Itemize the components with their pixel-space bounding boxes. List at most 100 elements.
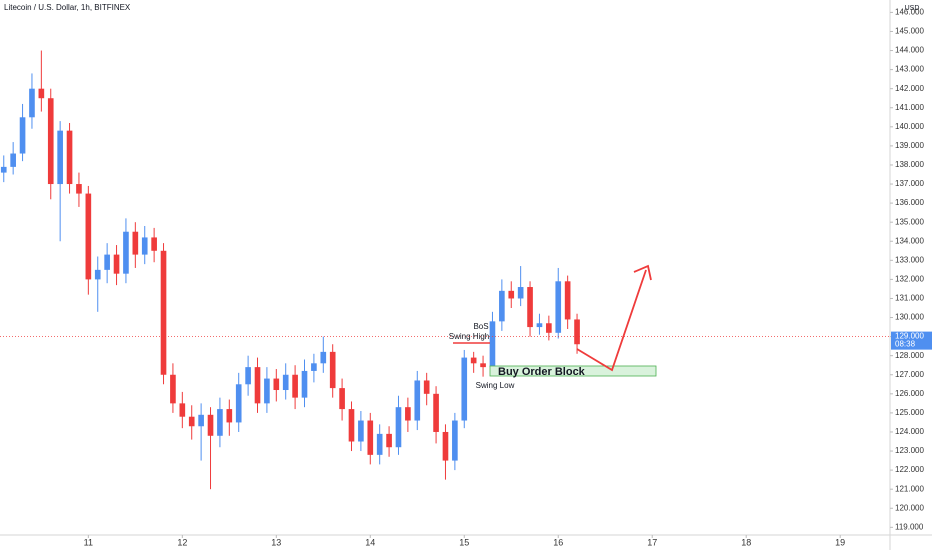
candle-body — [198, 414, 204, 427]
candle-body — [423, 380, 430, 394]
y-tick-label: 145.000 — [895, 27, 924, 36]
x-tick-label: 14 — [365, 537, 375, 547]
last-price-badge — [891, 331, 932, 350]
candle-body — [405, 407, 411, 421]
candle-body — [339, 388, 345, 410]
candle-body — [555, 281, 562, 333]
candle-body — [273, 378, 280, 391]
candle-body — [226, 409, 233, 423]
candle-body — [170, 374, 176, 404]
x-tick-label: 11 — [84, 537, 93, 547]
x-tick-label: 12 — [177, 537, 187, 547]
y-tick-label: 144.000 — [895, 46, 924, 55]
y-tick-label: 119.000 — [895, 522, 924, 531]
candle-body — [207, 414, 214, 436]
candle-body — [282, 374, 289, 391]
candle-body — [386, 433, 392, 448]
currency-label: USD — [905, 5, 920, 12]
axes: 119.000 120.000 121.000 122.000 123.000 124.0… — [84, 8, 932, 547]
candle-body — [217, 409, 223, 436]
order-block-label: Buy Order Block — [498, 366, 586, 378]
candle-body — [414, 380, 421, 421]
y-tick-label: 133.000 — [895, 255, 924, 264]
candle-body — [264, 378, 270, 404]
y-tick-label: 143.000 — [895, 65, 924, 74]
candle-body — [76, 184, 82, 194]
x-tick-label: 13 — [271, 537, 281, 547]
y-tick-label: 139.000 — [895, 141, 924, 150]
projection-arrow — [576, 269, 647, 372]
candle-body — [19, 117, 26, 154]
candle-body — [442, 431, 449, 461]
candle-body — [320, 351, 327, 364]
candle-body — [527, 287, 533, 328]
x-tick-label: 18 — [741, 537, 751, 547]
candle-body — [0, 166, 7, 173]
candle-body — [461, 357, 468, 421]
y-tick-label: 130.000 — [895, 313, 924, 322]
candle-body — [508, 290, 515, 299]
candle-body — [47, 98, 54, 185]
candle-body — [104, 254, 110, 270]
candle-body — [499, 290, 505, 322]
y-tick-label: 138.000 — [895, 160, 924, 169]
candle-body — [141, 237, 148, 255]
candle-body — [480, 363, 486, 368]
y-tick-label: 120.000 — [895, 503, 924, 512]
candle-body — [395, 407, 402, 448]
candle-body — [536, 323, 543, 328]
x-tick-label: 17 — [647, 537, 657, 547]
candle-body — [452, 420, 458, 461]
candle-body — [367, 420, 374, 455]
y-tick-label: 141.000 — [895, 103, 924, 112]
candle-body — [358, 420, 364, 442]
candle-body — [29, 88, 35, 118]
y-tick-label: 121.000 — [895, 484, 924, 493]
candle-body — [329, 351, 336, 389]
x-tick-label: 19 — [835, 537, 845, 547]
candle-body — [292, 374, 298, 398]
candle-body — [376, 433, 383, 455]
y-tick-label: 131.000 — [895, 294, 924, 303]
candle-body — [57, 130, 63, 185]
candle-body — [564, 281, 571, 320]
last-price-label: 129.000 — [895, 332, 924, 341]
y-tick-label: 146.000 — [895, 8, 924, 17]
candle-body — [151, 237, 157, 251]
arrow-head — [633, 264, 652, 281]
candle-body — [348, 409, 355, 442]
candle-body — [66, 130, 73, 185]
y-tick-label: 136.000 — [895, 198, 924, 207]
candle-body — [574, 319, 580, 345]
candle-body — [113, 254, 120, 274]
candle-body — [245, 367, 251, 385]
candle-body — [254, 367, 261, 404]
candle-body — [188, 416, 195, 427]
y-tick-label: 142.000 — [895, 84, 924, 93]
candle-body — [38, 88, 45, 99]
chart-title: Litecoin / U.S. Dollar, 1h, BITFINEX — [4, 3, 131, 12]
y-tick-label: 125.000 — [895, 408, 924, 417]
y-tick-label: 128.000 — [895, 351, 924, 360]
y-tick-label: 123.000 — [895, 446, 924, 455]
swing-high-label: Swing High — [449, 332, 489, 341]
bos-label: BoS — [473, 322, 488, 331]
candle-body — [132, 231, 139, 255]
candle-body — [489, 321, 496, 368]
y-tick-label: 124.000 — [895, 427, 924, 436]
candle-body — [546, 323, 552, 333]
candle-body — [517, 287, 524, 299]
candle-body — [433, 393, 439, 432]
candle-body — [301, 370, 308, 398]
y-tick-label: 137.000 — [895, 179, 924, 188]
order-block-zone — [489, 365, 657, 377]
candle-body — [311, 363, 317, 371]
candle-body — [10, 153, 16, 167]
x-tick-label: 15 — [459, 537, 469, 547]
plot-area — [0, 50, 890, 490]
x-tick-label: 16 — [553, 537, 563, 547]
candle-body — [235, 384, 242, 423]
swing-low-label: Swing Low — [476, 381, 515, 390]
y-tick-label: 126.000 — [895, 389, 924, 398]
